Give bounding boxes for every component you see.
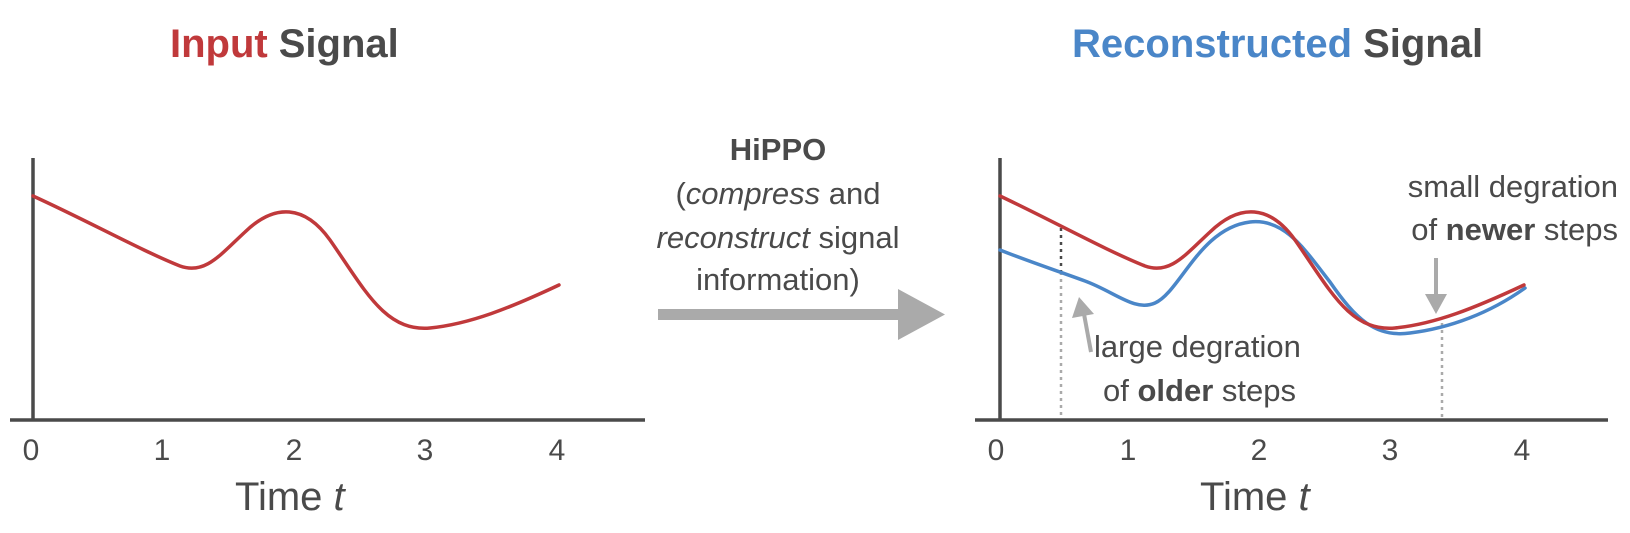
right-tick-3: 3	[1382, 434, 1399, 467]
newer-annotation-prefix: of	[1411, 212, 1445, 247]
left-tick-0: 0	[23, 434, 40, 467]
left-tick-3: 3	[417, 434, 434, 467]
newer-annotation-line2: of newer steps	[1411, 212, 1618, 247]
right-tick-1: 1	[1120, 434, 1137, 467]
right-title: Reconstructed Signal	[1072, 22, 1483, 66]
hippo-line1-italic: compress	[686, 176, 820, 211]
reconstructed-signal-line	[998, 220, 1527, 336]
right-tick-2: 2	[1251, 434, 1268, 467]
hippo-title: HiPPO	[730, 132, 826, 167]
hippo-line2-italic: reconstruct	[657, 220, 812, 255]
older-annotation-line2: of older steps	[1103, 373, 1296, 408]
input-signal-line	[31, 194, 561, 330]
hippo-line1-open: (	[675, 176, 686, 211]
newer-arrow	[1425, 258, 1447, 314]
hippo-line2: reconstruct signal	[657, 220, 900, 255]
left-tick-4: 4	[549, 434, 566, 467]
older-annotation-line1: large degration	[1094, 329, 1301, 364]
right-x-label: Time t	[1200, 475, 1312, 519]
hippo-line1: (compress and	[675, 176, 880, 211]
older-annotation-bold: older	[1137, 373, 1213, 408]
right-tick-0: 0	[988, 434, 1005, 467]
left-title: Input Signal	[170, 22, 399, 66]
original-signal-line	[998, 194, 1526, 330]
left-tick-1: 1	[154, 434, 171, 467]
older-arrow	[1072, 297, 1094, 353]
older-annotation-prefix: of	[1103, 373, 1137, 408]
hippo-arrow	[658, 289, 945, 340]
newer-annotation-bold: newer	[1446, 212, 1536, 247]
left-x-label: Time t	[235, 475, 347, 519]
hippo-line1-rest: and	[820, 176, 880, 211]
hippo-line2-rest: signal	[810, 220, 900, 255]
left-x-ticks: 0 1 2 3 4	[23, 434, 566, 467]
right-tick-4: 4	[1514, 434, 1531, 467]
right-x-label-text: Time	[1200, 475, 1299, 519]
newer-annotation-line1: small degration	[1408, 169, 1618, 204]
left-tick-2: 2	[286, 434, 303, 467]
left-title-signal: Signal	[279, 22, 399, 66]
right-x-label-var: t	[1299, 475, 1312, 519]
right-title-signal: Signal	[1363, 22, 1483, 66]
right-x-ticks: 0 1 2 3 4	[988, 434, 1531, 467]
left-title-input: Input	[170, 22, 268, 66]
older-annotation-suffix: steps	[1213, 373, 1296, 408]
left-x-label-var: t	[334, 475, 347, 519]
newer-annotation-suffix: steps	[1535, 212, 1618, 247]
left-x-label-text: Time	[235, 475, 334, 519]
right-title-reconstructed: Reconstructed	[1072, 22, 1352, 66]
hippo-line3: information)	[696, 262, 860, 297]
